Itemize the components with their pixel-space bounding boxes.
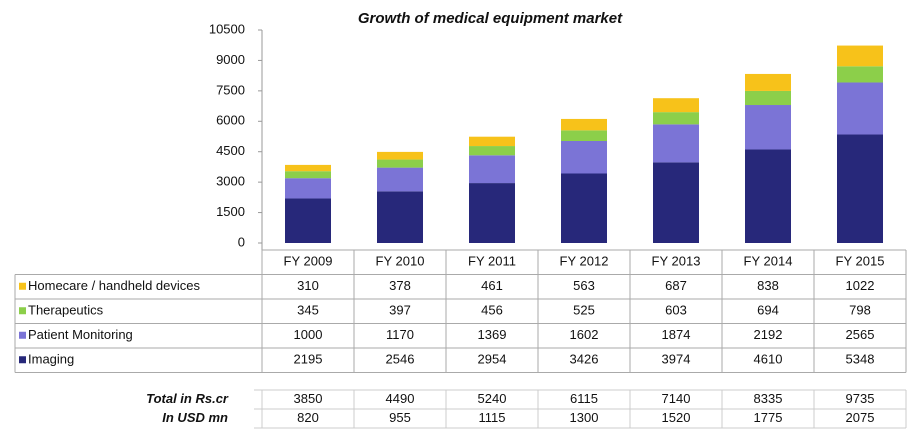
total-cell: 4490 xyxy=(386,391,415,406)
table-cell: 694 xyxy=(757,303,779,318)
x-tick-label: FY 2014 xyxy=(744,254,793,269)
total-cell: 2075 xyxy=(846,410,875,425)
bar-segment xyxy=(653,112,699,125)
total-cell: 9735 xyxy=(846,391,875,406)
bar-segment xyxy=(745,105,791,150)
bar-segment xyxy=(377,159,423,168)
bar-segment xyxy=(469,155,515,184)
bar-segment xyxy=(469,183,515,243)
bar-segment xyxy=(561,130,607,142)
total-cell: 1520 xyxy=(662,410,691,425)
bar-segment xyxy=(285,178,331,199)
table-cell: 3426 xyxy=(570,352,599,367)
table-cell: 2565 xyxy=(846,327,875,342)
table-cell: 1369 xyxy=(478,327,507,342)
table-cell: 2192 xyxy=(754,327,783,342)
total-cell: 1115 xyxy=(479,410,506,425)
chart-title: Growth of medical equipment market xyxy=(358,10,623,27)
table-cell: 397 xyxy=(389,303,411,318)
y-tick-label: 0 xyxy=(238,234,245,249)
table-cell: 310 xyxy=(297,278,319,293)
y-tick-label: 9000 xyxy=(216,52,245,67)
x-tick-label: FY 2011 xyxy=(468,254,516,269)
total-cell: 955 xyxy=(389,410,411,425)
table-cell: 1022 xyxy=(846,278,875,293)
legend-marker xyxy=(19,307,26,315)
table-cell: 838 xyxy=(757,278,779,293)
bar-segment xyxy=(653,124,699,163)
bar-segment xyxy=(837,134,883,243)
legend-label: Patient Monitoring xyxy=(28,327,133,342)
y-tick-label: 6000 xyxy=(216,113,245,128)
y-tick-label: 4500 xyxy=(216,143,245,158)
table-cell: 687 xyxy=(665,278,687,293)
table-cell: 1874 xyxy=(662,327,691,342)
x-tick-label: FY 2012 xyxy=(560,254,609,269)
bar-segment xyxy=(285,198,331,243)
legend-label: Therapeutics xyxy=(28,303,104,318)
total-cell: 1300 xyxy=(570,410,599,425)
bar-segment xyxy=(377,167,423,192)
x-tick-label: FY 2015 xyxy=(836,254,885,269)
bar-segment xyxy=(745,149,791,243)
bar-segment xyxy=(745,73,791,91)
table-cell: 2195 xyxy=(294,352,323,367)
table-cell: 345 xyxy=(297,303,319,318)
legend-label: Imaging xyxy=(28,352,74,367)
bar-segment xyxy=(561,173,607,243)
bar-segment xyxy=(377,151,423,160)
table-cell: 456 xyxy=(481,303,503,318)
bar-segment xyxy=(469,146,515,156)
total-label: Total in Rs.cr xyxy=(146,391,229,406)
bar-segment xyxy=(561,118,607,131)
x-tick-label: FY 2013 xyxy=(652,254,701,269)
table-cell: 461 xyxy=(481,278,503,293)
y-tick-label: 7500 xyxy=(216,82,245,97)
bar-segment xyxy=(837,45,883,67)
table-cell: 798 xyxy=(849,303,871,318)
y-tick-label: 3000 xyxy=(216,174,245,189)
table-cell: 2546 xyxy=(386,352,415,367)
table-cell: 563 xyxy=(573,278,595,293)
legend-marker xyxy=(19,356,26,364)
table-cell: 1170 xyxy=(386,327,414,342)
total-cell: 3850 xyxy=(294,391,323,406)
legend-marker xyxy=(19,282,26,290)
total-cell: 1775 xyxy=(754,410,783,425)
y-tick-label: 1500 xyxy=(216,204,245,219)
table-cell: 1602 xyxy=(570,327,599,342)
bar-segment xyxy=(285,164,331,172)
total-cell: 5240 xyxy=(478,391,507,406)
bar-segment xyxy=(469,136,515,147)
bar-segment xyxy=(745,90,791,106)
table-cell: 5348 xyxy=(846,352,875,367)
table-cell: 603 xyxy=(665,303,687,318)
bar-segment xyxy=(837,66,883,83)
bar-segment xyxy=(653,162,699,243)
total-cell: 7140 xyxy=(662,391,691,406)
table-cell: 2954 xyxy=(478,352,507,367)
total-cell: 6115 xyxy=(570,391,598,406)
table-cell: 1000 xyxy=(294,327,323,342)
total-cell: 820 xyxy=(297,410,319,425)
legend-label: Homecare / handheld devices xyxy=(28,278,200,293)
table-cell: 525 xyxy=(573,303,595,318)
table-cell: 3974 xyxy=(662,352,691,367)
total-cell: 8335 xyxy=(754,391,783,406)
bar-segment xyxy=(653,98,699,113)
bar-segment xyxy=(285,171,331,179)
bar-segment xyxy=(561,141,607,174)
bar-segment xyxy=(837,82,883,135)
x-tick-label: FY 2009 xyxy=(284,254,333,269)
total-label: In USD mn xyxy=(162,410,228,425)
bar-segment xyxy=(377,191,423,243)
x-tick-label: FY 2010 xyxy=(376,254,425,269)
table-cell: 4610 xyxy=(754,352,783,367)
legend-marker xyxy=(19,331,26,339)
table-cell: 378 xyxy=(389,278,411,293)
y-tick-label: 10500 xyxy=(209,21,245,36)
